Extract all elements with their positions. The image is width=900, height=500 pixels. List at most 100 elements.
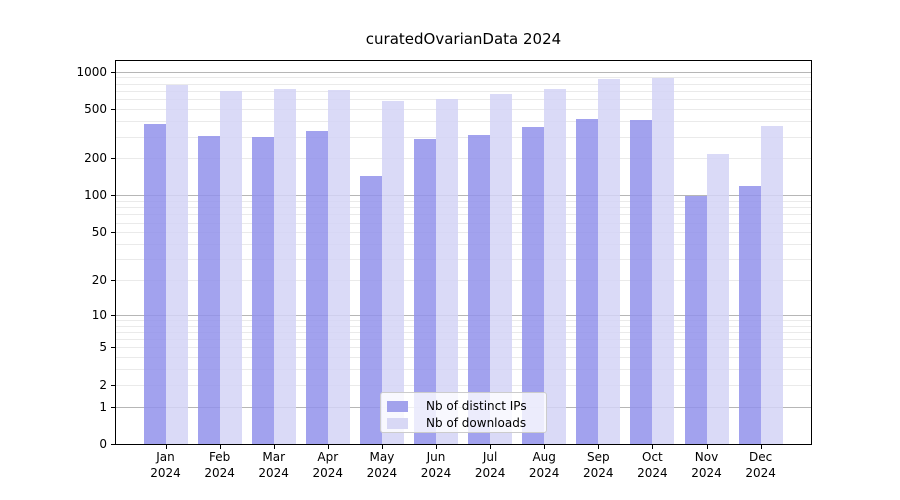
- bar-distinct-ips: [522, 126, 545, 444]
- gridline-major: [116, 314, 811, 316]
- x-tick-label: Dec 2024: [745, 450, 776, 480]
- bar-downloads: [327, 90, 350, 444]
- gridline-minor: [116, 232, 811, 234]
- y-tick-label: 5: [99, 340, 107, 355]
- plot-frame: [115, 60, 812, 445]
- bar-downloads: [273, 88, 296, 444]
- x-tick-label: May 2024: [366, 450, 398, 480]
- y-tick-label: 0: [99, 437, 107, 451]
- y-tick-mark: [111, 71, 115, 73]
- gridline-minor: [116, 243, 811, 245]
- bar-distinct-ips: [251, 137, 274, 444]
- x-tick-label: Mar 2024: [258, 450, 289, 480]
- gridline-minor: [116, 136, 811, 138]
- y-tick-mark: [111, 232, 115, 234]
- x-tick-mark: [490, 445, 492, 449]
- x-tick-label: Oct 2024: [637, 450, 668, 480]
- x-tick-mark: [381, 445, 383, 449]
- y-tick-mark: [111, 384, 115, 386]
- bar-downloads: [652, 77, 675, 444]
- x-tick-mark: [760, 445, 762, 449]
- y-tick-label: 20: [91, 272, 107, 287]
- x-tick-label: Jan 2024: [150, 450, 181, 480]
- gridline-minor: [116, 121, 811, 122]
- x-tick-mark: [706, 445, 708, 449]
- legend-item-downloads: Nb of downloads: [387, 415, 538, 431]
- y-tick-label: 500: [84, 102, 107, 116]
- chart-title: curatedOvarianData 2024: [365, 30, 562, 48]
- x-tick-mark: [436, 445, 437, 449]
- gridline-minor: [116, 347, 811, 349]
- y-tick-mark: [111, 195, 115, 197]
- bar-distinct-ips: [468, 134, 491, 444]
- legend-label-distinct-ips: Nb of distinct IPs: [426, 399, 527, 413]
- gridline-minor: [116, 258, 811, 260]
- bar-downloads: [544, 89, 567, 444]
- bar-downloads: [760, 126, 783, 444]
- bar-distinct-ips: [576, 118, 599, 444]
- legend: Nb of distinct IPs Nb of downloads: [380, 392, 547, 433]
- x-tick-mark: [273, 445, 275, 449]
- x-tick-mark: [165, 445, 167, 449]
- bar-downloads: [381, 100, 404, 444]
- bar-distinct-ips: [197, 135, 220, 444]
- y-tick-mark: [111, 279, 115, 281]
- gridline-minor: [116, 90, 811, 92]
- bar-downloads: [219, 91, 242, 444]
- x-tick-label: Apr 2024: [312, 450, 344, 480]
- legend-swatch-downloads: [387, 417, 408, 429]
- y-tick-label: 1000: [76, 64, 107, 79]
- y-tick-mark: [111, 109, 115, 110]
- gridline-minor: [116, 319, 811, 321]
- bar-distinct-ips: [738, 185, 761, 444]
- bar-downloads: [490, 94, 513, 444]
- y-tick-label: 10: [91, 307, 107, 322]
- x-tick-mark: [219, 445, 221, 449]
- gridline-minor: [116, 99, 811, 101]
- bar-distinct-ips: [143, 124, 166, 444]
- y-tick-mark: [111, 406, 115, 408]
- gridline-minor: [116, 109, 811, 110]
- y-tick-label: 2: [99, 377, 107, 392]
- bar-downloads: [165, 84, 188, 444]
- gridline-major: [116, 71, 811, 73]
- legend-item-distinct-ips: Nb of distinct IPs: [387, 398, 538, 414]
- bar-distinct-ips: [359, 176, 382, 444]
- y-tick-label: 200: [84, 151, 107, 166]
- x-tick-label: Jun 2024: [420, 450, 452, 480]
- y-tick-mark: [111, 347, 115, 349]
- gridline-minor: [116, 357, 811, 359]
- x-tick-mark: [327, 445, 329, 449]
- x-tick-mark: [544, 445, 546, 449]
- gridline-major: [116, 195, 811, 197]
- y-tick-label: 50: [91, 225, 107, 240]
- y-tick-mark: [111, 444, 115, 445]
- bar-downloads: [598, 79, 621, 444]
- x-tick-label: Sep 2024: [583, 450, 614, 480]
- bar-downloads: [436, 99, 458, 444]
- y-tick-label: 100: [84, 188, 107, 203]
- gridline-minor: [116, 279, 811, 281]
- x-tick-label: Aug 2024: [528, 450, 560, 480]
- gridline-minor: [116, 207, 811, 209]
- gridline-minor: [116, 331, 811, 333]
- x-tick-label: Jul 2024: [474, 450, 506, 480]
- bar-distinct-ips: [684, 196, 707, 444]
- gridline-minor: [116, 369, 811, 371]
- y-tick-mark: [111, 158, 115, 160]
- gridline-minor: [116, 200, 811, 202]
- gridline-minor: [116, 384, 811, 386]
- x-tick-label: Nov 2024: [691, 450, 722, 480]
- bar-distinct-ips: [305, 131, 328, 444]
- x-tick-label: Feb 2024: [204, 450, 235, 480]
- bar-downloads: [706, 153, 729, 444]
- legend-swatch-distinct-ips: [387, 400, 408, 412]
- legend-label-downloads: Nb of downloads: [426, 416, 527, 430]
- y-tick-label: 1: [99, 399, 107, 414]
- bar-distinct-ips: [630, 119, 653, 444]
- gridline-minor: [116, 83, 811, 85]
- bar-distinct-ips: [414, 139, 436, 444]
- y-tick-mark: [111, 314, 115, 316]
- gridline-minor: [116, 158, 811, 160]
